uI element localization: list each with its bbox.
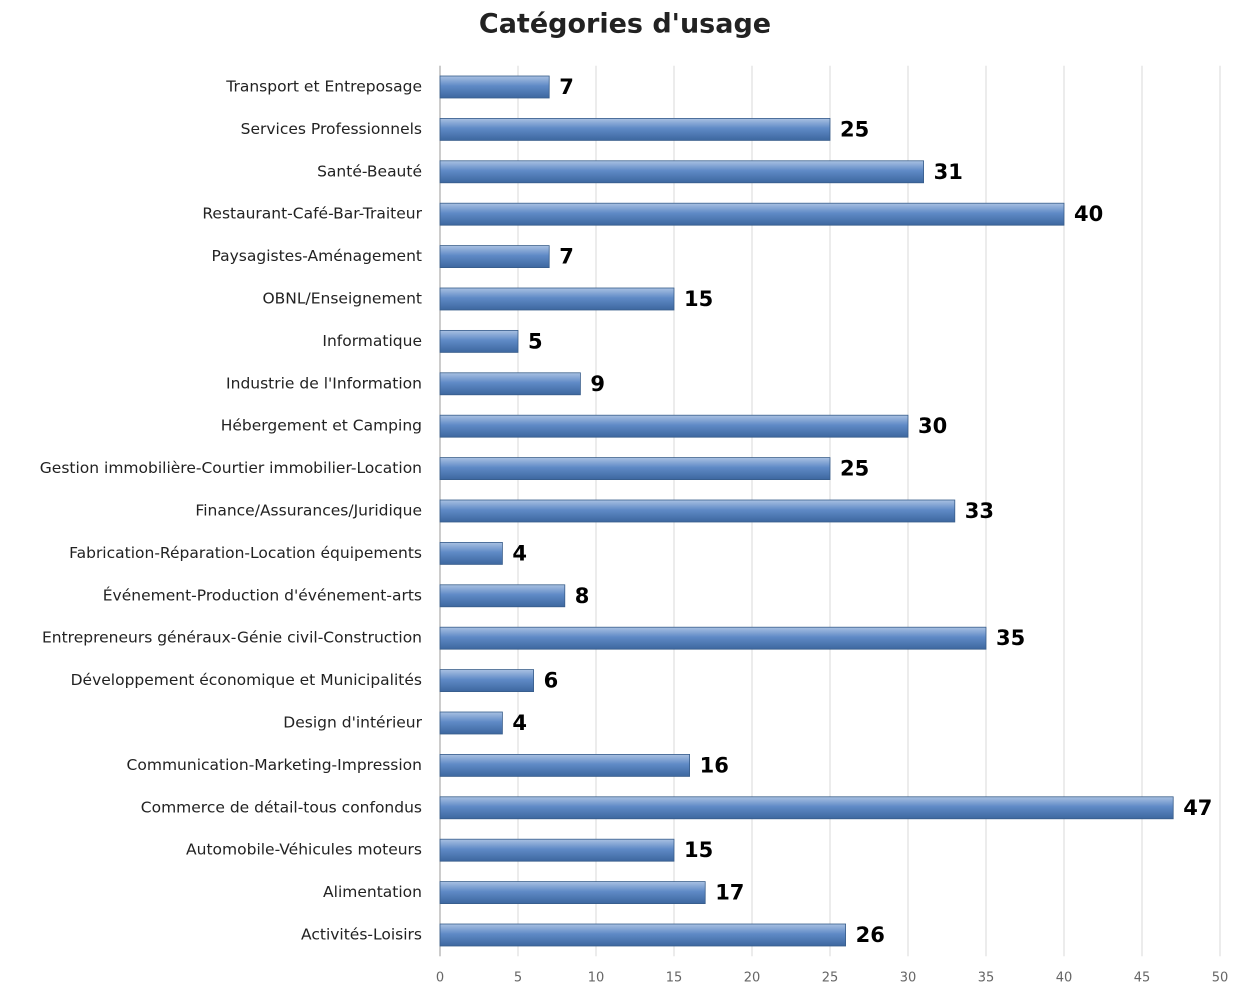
data-label: 25: [840, 117, 869, 141]
y-tick-label: Transport et Entreposage: [225, 78, 422, 96]
x-tick-label: 40: [1056, 971, 1073, 986]
y-tick-label: Communication-Marketing-Impression: [127, 756, 422, 774]
bar: [439, 329, 519, 353]
y-tick-label: Automobile-Véhicules moteurs: [186, 841, 422, 859]
x-tick-label: 0: [436, 971, 444, 986]
bar: [439, 160, 925, 184]
data-label: 17: [715, 881, 744, 905]
data-label: 9: [590, 372, 605, 396]
data-label: 8: [575, 584, 590, 608]
bar: [439, 414, 909, 438]
data-label: 35: [996, 626, 1025, 650]
bar: [439, 881, 706, 904]
x-tick-label: 20: [744, 971, 761, 986]
y-tick-label: Commerce de détail-tous confondus: [141, 798, 422, 816]
data-label: 16: [700, 753, 729, 777]
y-tick-label: OBNL/Enseignement: [262, 290, 422, 308]
y-tick-label: Fabrication-Réparation-Location équipeme…: [69, 544, 422, 562]
y-tick-label: Finance/Assurances/Juridique: [195, 502, 422, 520]
x-tick-label: 25: [822, 971, 839, 986]
data-label: 25: [840, 457, 869, 481]
y-tick-label: Informatique: [322, 332, 422, 350]
x-tick-label: 45: [1134, 971, 1151, 986]
bar: [439, 838, 675, 862]
data-label: 31: [934, 160, 963, 184]
bar: [439, 754, 691, 777]
data-label: 5: [528, 329, 543, 353]
y-tick-label: Développement économique et Municipalité…: [71, 671, 422, 689]
data-label: 47: [1183, 796, 1212, 820]
data-label: 4: [512, 541, 527, 565]
bar: [439, 245, 550, 269]
y-tick-label: Design d'intérieur: [283, 714, 422, 732]
y-tick-label: Industrie de l'Information: [226, 374, 422, 392]
bar: [439, 923, 847, 947]
bar: [439, 584, 566, 608]
y-tick-label: Services Professionnels: [241, 120, 422, 138]
data-label: 33: [965, 499, 994, 523]
x-tick-label: 15: [666, 971, 683, 986]
bar: [439, 669, 534, 692]
data-label: 4: [512, 711, 527, 735]
x-tick-label: 50: [1212, 971, 1229, 986]
y-tick-label: Gestion immobilière-Courtier immobilier-…: [40, 459, 422, 477]
x-tick-label: 10: [588, 971, 605, 986]
data-label: 15: [684, 287, 713, 311]
bar: [439, 202, 1065, 226]
data-label: 7: [559, 245, 574, 269]
data-label: 30: [918, 414, 947, 438]
data-label: 6: [544, 669, 559, 693]
bar: [439, 542, 503, 565]
chart-title: Catégories d'usage: [479, 9, 771, 40]
y-tick-label: Entrepreneurs généraux-Génie civil-Const…: [42, 629, 422, 647]
y-tick-label: Santé-Beauté: [317, 162, 422, 180]
bar: [439, 287, 675, 311]
data-label: 15: [684, 838, 713, 862]
bar: [439, 796, 1174, 820]
bar: [439, 118, 831, 141]
y-tick-label: Hébergement et Camping: [221, 417, 422, 435]
bar: [439, 626, 987, 650]
y-tick-label: Alimentation: [323, 883, 422, 901]
bar: [439, 711, 503, 735]
x-tick-label: 30: [900, 971, 917, 986]
data-label: 7: [559, 75, 574, 99]
bar: [439, 499, 956, 523]
y-tick-label: Activités-Loisirs: [301, 926, 422, 944]
data-label: 26: [856, 923, 885, 947]
bar: [439, 372, 581, 396]
y-tick-label: Paysagistes-Aménagement: [211, 247, 422, 265]
y-tick-label: Restaurant-Café-Bar-Traiteur: [202, 205, 422, 223]
data-label: 40: [1074, 202, 1103, 226]
bar: [439, 457, 831, 481]
x-tick-label: 35: [978, 971, 995, 986]
x-tick-label: 5: [514, 971, 522, 986]
bar: [439, 75, 550, 99]
y-tick-label: Événement-Production d'événement-arts: [103, 585, 422, 604]
